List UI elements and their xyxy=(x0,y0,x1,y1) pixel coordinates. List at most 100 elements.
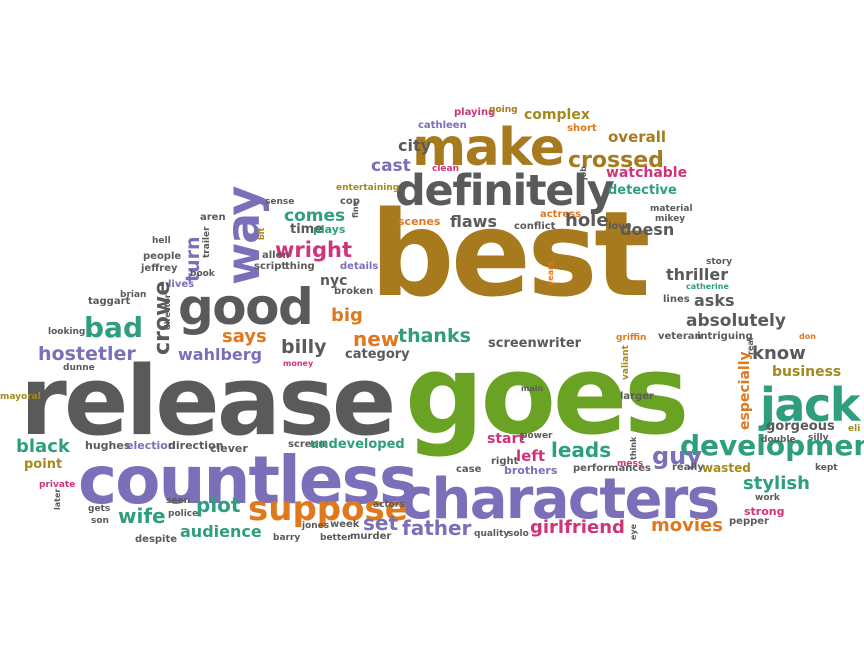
cloud-word: election xyxy=(126,439,176,452)
cloud-word: big xyxy=(331,305,363,326)
cloud-word: definitely xyxy=(395,166,615,216)
cloud-word: broken xyxy=(334,286,374,297)
cloud-word: cop xyxy=(340,196,360,207)
cloud-word: real xyxy=(746,337,755,355)
cloud-word: looking xyxy=(48,327,86,337)
cloud-word: wright xyxy=(275,238,352,262)
cloud-word: job xyxy=(579,166,588,180)
cloud-word: know xyxy=(752,343,806,364)
cloud-word: overall xyxy=(608,128,667,146)
cloud-word: kept xyxy=(815,463,838,473)
cloud-word: thriller xyxy=(666,265,729,284)
cloud-word: dunne xyxy=(63,363,95,373)
cloud-word: hostetler xyxy=(38,343,136,365)
cloud-word: jeffrey xyxy=(141,263,178,274)
cloud-word: lines xyxy=(663,294,690,305)
cloud-word: wasted xyxy=(702,461,751,475)
cloud-word: doesn xyxy=(620,220,675,239)
cloud-word: bit xyxy=(257,227,266,240)
cloud-word: direction xyxy=(168,439,224,452)
cloud-word: fine xyxy=(351,200,360,218)
cloud-word: countless xyxy=(78,442,418,519)
cloud-word: script xyxy=(254,261,287,272)
cloud-word: case xyxy=(456,464,482,475)
cloud-word: crossed xyxy=(568,148,664,173)
cloud-word: valiant xyxy=(621,345,631,380)
cloud-word: gets xyxy=(88,504,111,514)
cloud-word: money xyxy=(283,359,314,368)
cloud-word: week xyxy=(330,519,360,530)
cloud-word: main xyxy=(521,384,544,393)
cloud-word: larger xyxy=(620,391,654,402)
cloud-word: girlfriend xyxy=(530,517,625,538)
cloud-word: mess xyxy=(617,459,644,469)
cloud-word: going xyxy=(489,105,518,115)
cloud-word: make xyxy=(412,118,565,178)
cloud-word: scenes xyxy=(398,215,441,228)
cloud-word: quality xyxy=(474,529,510,539)
cloud-word: trailer xyxy=(202,226,212,258)
cloud-word: screenwriter xyxy=(488,336,582,351)
cloud-word: point xyxy=(24,457,63,472)
cloud-word: start xyxy=(487,431,526,447)
cloud-word: jack xyxy=(760,378,861,432)
cloud-word: son xyxy=(91,516,109,526)
cloud-word: hole xyxy=(565,210,609,231)
cloud-word: seen xyxy=(166,496,190,506)
cloud-word: plot xyxy=(196,493,241,517)
cloud-word: private xyxy=(39,480,76,490)
cloud-word: mayoral xyxy=(0,392,41,402)
cloud-word: veteran xyxy=(658,331,702,342)
cloud-word: book xyxy=(190,269,215,279)
cloud-word: guy xyxy=(652,442,702,470)
cloud-word: details xyxy=(340,261,379,272)
cloud-word: billy xyxy=(281,336,327,358)
cloud-word: performances xyxy=(573,463,651,474)
cloud-word: flaws xyxy=(450,212,497,231)
cloud-word: people xyxy=(143,251,182,262)
cloud-word: power xyxy=(521,431,553,441)
cloud-word: new xyxy=(353,327,400,351)
cloud-word: later xyxy=(53,488,62,510)
cloud-word: gorgeous xyxy=(766,419,835,434)
cloud-word: material xyxy=(650,204,693,214)
cloud-word: silly xyxy=(808,433,829,443)
cloud-word: lives xyxy=(168,279,195,290)
cloud-word: don xyxy=(799,332,816,341)
cloud-word: solo xyxy=(508,529,529,539)
cloud-word: good xyxy=(178,278,314,336)
cloud-word: double xyxy=(761,435,796,445)
cloud-word: set xyxy=(363,511,399,535)
cloud-word: wahlberg xyxy=(178,345,263,364)
cloud-word: time xyxy=(290,222,324,237)
cloud-word: brian xyxy=(120,290,147,300)
cloud-word: city xyxy=(398,136,432,155)
cloud-word: stylish xyxy=(743,473,810,494)
cloud-word: right xyxy=(491,456,519,467)
cloud-word: complex xyxy=(524,107,590,123)
cloud-word: catherine xyxy=(686,282,729,291)
cloud-word: clever xyxy=(210,442,248,455)
cloud-word: hell xyxy=(152,236,171,246)
cloud-word: category xyxy=(345,347,410,362)
cloud-word: business xyxy=(772,364,842,380)
cloud-word: eli xyxy=(848,424,861,434)
cloud-word: black xyxy=(16,436,70,457)
cloud-word: murder xyxy=(350,531,392,542)
cloud-word: sense xyxy=(265,197,295,207)
cloud-word: aren xyxy=(200,212,226,223)
cloud-word: director xyxy=(163,294,172,330)
cloud-word: actors xyxy=(373,500,405,510)
cloud-word: especially xyxy=(737,351,753,430)
cloud-word: cathleen xyxy=(418,120,467,131)
cloud-word: detective xyxy=(608,183,677,198)
cloud-word: story xyxy=(706,257,733,267)
cloud-word: allen xyxy=(262,250,290,261)
cloud-word: taggart xyxy=(88,296,131,307)
cloud-word: conflict xyxy=(514,221,556,232)
cloud-word: love xyxy=(608,221,632,232)
cloud-word: audience xyxy=(180,522,262,541)
cloud-word: watchable xyxy=(606,165,688,181)
cloud-word: cast xyxy=(371,156,411,176)
